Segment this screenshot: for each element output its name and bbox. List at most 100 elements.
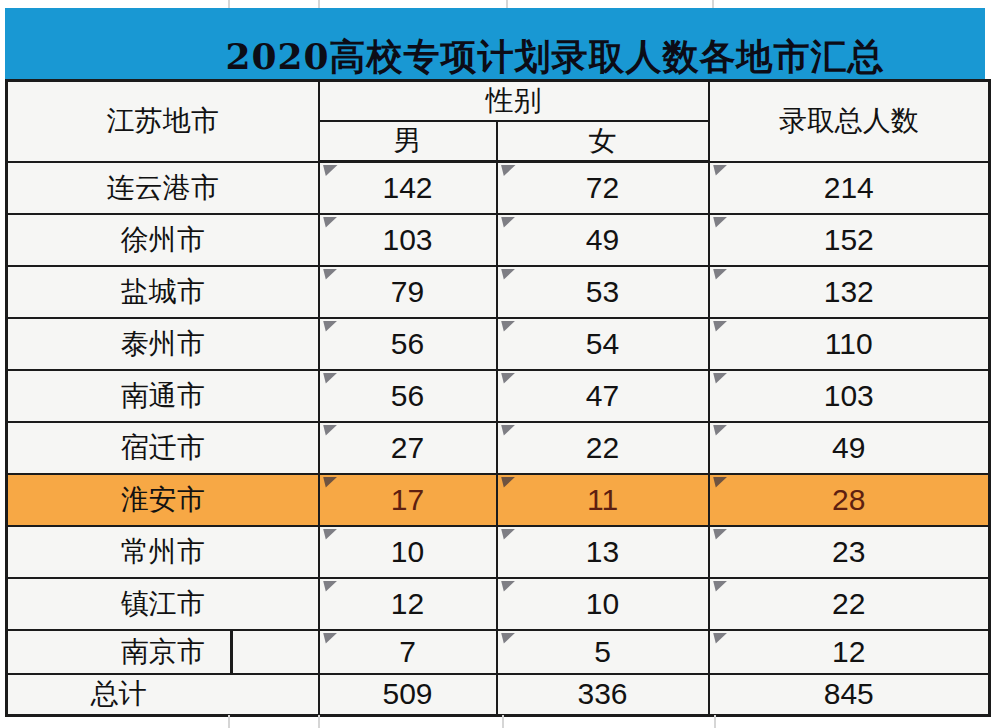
header-total[interactable]: 录取总人数 xyxy=(709,81,990,162)
cell-flag-icon xyxy=(501,633,516,644)
female-cell[interactable]: 5 xyxy=(497,630,709,674)
table-row: 镇江市 12 10 22 xyxy=(7,578,990,630)
male-cell[interactable]: 10 xyxy=(319,526,497,578)
male-cell[interactable]: 56 xyxy=(319,318,497,370)
city-cell[interactable]: 盐城市 xyxy=(7,266,319,318)
female-cell[interactable]: 10 xyxy=(497,578,709,630)
cell-flag-icon xyxy=(323,217,338,228)
cell-flag-icon xyxy=(323,425,338,436)
city-cell[interactable]: 镇江市 xyxy=(7,578,319,630)
cell-flag-icon xyxy=(713,633,728,644)
female-total-cell[interactable]: 336 xyxy=(497,674,709,716)
male-cell[interactable]: 142 xyxy=(319,162,497,214)
cell-flag-icon xyxy=(323,373,338,384)
cell-flag-icon xyxy=(713,269,728,280)
female-cell[interactable]: 49 xyxy=(497,214,709,266)
table-row: 南通市 56 47 103 xyxy=(7,370,990,422)
total-cell[interactable]: 110 xyxy=(709,318,990,370)
female-cell[interactable]: 22 xyxy=(497,422,709,474)
table-row: 常州市 10 13 23 xyxy=(7,526,990,578)
female-cell[interactable]: 13 xyxy=(497,526,709,578)
total-cell[interactable]: 28 xyxy=(709,474,990,526)
cell-flag-icon xyxy=(713,217,728,228)
total-cell[interactable]: 214 xyxy=(709,162,990,214)
grand-total-cell[interactable]: 845 xyxy=(709,674,990,716)
male-total-cell[interactable]: 509 xyxy=(319,674,497,716)
cell-flag-icon xyxy=(501,217,516,228)
total-cell[interactable]: 22 xyxy=(709,578,990,630)
total-cell[interactable]: 132 xyxy=(709,266,990,318)
cell-flag-icon xyxy=(323,529,338,540)
cell-flag-icon xyxy=(713,165,728,176)
cell-flag-icon xyxy=(501,581,516,592)
cell-flag-icon xyxy=(501,529,516,540)
cell-flag-icon xyxy=(323,269,338,280)
city-cell[interactable]: 南京市 xyxy=(7,630,319,674)
cell-flag-icon xyxy=(713,321,728,332)
city-cell[interactable]: 徐州市 xyxy=(7,214,319,266)
female-cell[interactable]: 53 xyxy=(497,266,709,318)
cell-flag-icon xyxy=(713,581,728,592)
cell-flag-icon xyxy=(713,529,728,540)
male-cell[interactable]: 103 xyxy=(319,214,497,266)
gridline xyxy=(714,715,716,728)
cell-flag-icon xyxy=(323,165,338,176)
female-cell[interactable]: 72 xyxy=(497,162,709,214)
table-footer-row: 总计 509 336 845 xyxy=(7,674,990,716)
cell-flag-icon xyxy=(501,425,516,436)
city-cell[interactable]: 南通市 xyxy=(7,370,319,422)
male-cell[interactable]: 17 xyxy=(319,474,497,526)
page-title: 2020高校专项计划录取人数各地市汇总 xyxy=(225,38,884,79)
gridline xyxy=(502,715,504,728)
cell-flag-icon xyxy=(501,269,516,280)
total-cell[interactable]: 23 xyxy=(709,526,990,578)
admissions-table: 江苏地市 性别 录取总人数 男 女 连云港市 142 72 214 徐州市 10… xyxy=(5,79,991,717)
total-cell[interactable]: 152 xyxy=(709,214,990,266)
cell-flag-icon xyxy=(713,425,728,436)
cell-flag-icon xyxy=(501,321,516,332)
female-cell[interactable]: 11 xyxy=(497,474,709,526)
header-gender[interactable]: 性别 xyxy=(319,81,709,122)
title-banner: 2020高校专项计划录取人数各地市汇总 xyxy=(5,8,985,79)
male-cell[interactable]: 56 xyxy=(319,370,497,422)
total-cell[interactable]: 103 xyxy=(709,370,990,422)
table-row: 盐城市 79 53 132 xyxy=(7,266,990,318)
cell-flag-icon xyxy=(323,477,338,488)
table-row: 南京市 7 5 12 xyxy=(7,630,990,674)
table-row: 宿迁市 27 22 49 xyxy=(7,422,990,474)
male-cell[interactable]: 79 xyxy=(319,266,497,318)
header-female[interactable]: 女 xyxy=(497,121,709,162)
cell-flag-icon xyxy=(713,477,728,488)
female-cell[interactable]: 54 xyxy=(497,318,709,370)
gridline xyxy=(318,0,320,8)
table-row: 连云港市 142 72 214 xyxy=(7,162,990,214)
male-cell[interactable]: 7 xyxy=(319,630,497,674)
cell-flag-icon xyxy=(323,581,338,592)
male-cell[interactable]: 12 xyxy=(319,578,497,630)
gridline xyxy=(228,715,230,728)
total-cell[interactable]: 12 xyxy=(709,630,990,674)
city-cell[interactable]: 泰州市 xyxy=(7,318,319,370)
city-cell[interactable]: 宿迁市 xyxy=(7,422,319,474)
cell-flag-icon xyxy=(501,373,516,384)
city-cell[interactable]: 常州市 xyxy=(7,526,319,578)
gridline xyxy=(506,0,508,8)
cell-flag-icon xyxy=(323,321,338,332)
gridline xyxy=(712,0,714,8)
table-row: 徐州市 103 49 152 xyxy=(7,214,990,266)
cell-flag-icon xyxy=(323,633,338,644)
footer-label-cell[interactable]: 总计 xyxy=(7,674,319,716)
total-cell[interactable]: 49 xyxy=(709,422,990,474)
city-cell[interactable]: 淮安市 xyxy=(7,474,319,526)
header-region[interactable]: 江苏地市 xyxy=(7,81,319,162)
male-cell[interactable]: 27 xyxy=(319,422,497,474)
table-row: 泰州市 56 54 110 xyxy=(7,318,990,370)
cell-flag-icon xyxy=(501,165,516,176)
gridline xyxy=(318,715,320,728)
cell-flag-icon xyxy=(501,477,516,488)
table-row-highlighted: 淮安市 17 11 28 xyxy=(7,474,990,526)
female-cell[interactable]: 47 xyxy=(497,370,709,422)
gridline xyxy=(228,0,230,8)
header-male[interactable]: 男 xyxy=(319,121,497,162)
city-cell[interactable]: 连云港市 xyxy=(7,162,319,214)
